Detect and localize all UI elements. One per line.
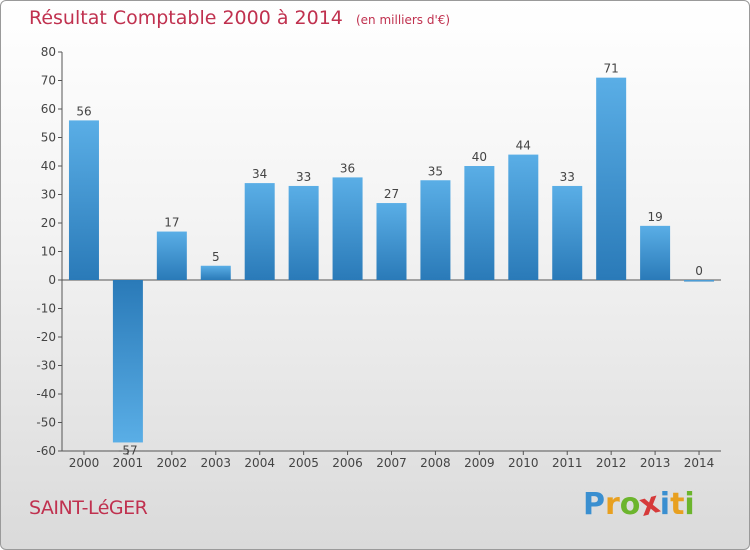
y-tick-label: -20	[36, 330, 56, 344]
bar-labels: 56 -57 17 5 34 33 36 27 35 40 44 33 71 19 0	[76, 62, 703, 458]
bar-value-label: 0	[695, 264, 703, 278]
x-tick-label: 2006	[332, 456, 363, 470]
bar-2006	[332, 177, 363, 280]
bar-value-label: 17	[164, 216, 179, 230]
logo-letter: i	[659, 487, 671, 522]
chart-subtitle: (en milliers d'€)	[355, 13, 451, 27]
x-tick-label: 2004	[244, 456, 275, 470]
bar-2004	[244, 183, 275, 280]
y-tick-label: -30	[36, 359, 56, 373]
x-tick-label: 2010	[508, 456, 539, 470]
bar-2008	[420, 180, 451, 280]
x-tick-label: 2008	[420, 456, 451, 470]
x-tick-label: 2007	[376, 456, 407, 470]
bar-value-label: 44	[516, 139, 531, 153]
logo-letter: r	[605, 487, 620, 522]
bar-value-label: 27	[384, 187, 399, 201]
bar-value-label: 34	[252, 167, 267, 181]
bar-value-label: 5	[212, 250, 220, 264]
y-tick-label: -60	[36, 444, 56, 458]
bars	[68, 77, 715, 443]
bar-2014	[684, 280, 715, 282]
y-tick-label: 20	[41, 216, 56, 230]
bar-value-label: 33	[560, 170, 575, 184]
y-tick-label: 0	[48, 273, 56, 287]
bar-2001	[112, 280, 143, 443]
y-tick-label: 10	[41, 245, 56, 259]
x-tick-label: 2002	[157, 456, 188, 470]
x-tick-label: 2001	[113, 456, 144, 470]
proxiti-logo[interactable]: Proxiti	[583, 485, 695, 524]
bar-2011	[552, 185, 583, 280]
y-tick-label: 70	[41, 74, 56, 88]
x-tick-label: 2000	[69, 456, 100, 470]
logo-letter: o	[619, 487, 641, 522]
y-tick-label: 80	[41, 45, 56, 59]
bar-value-label: 19	[647, 210, 662, 224]
bar-2007	[376, 203, 407, 280]
x-tick-label: 2014	[684, 456, 715, 470]
x-tick-label: 2011	[552, 456, 583, 470]
x-tick-label: 2005	[288, 456, 319, 470]
bar-2000	[68, 120, 99, 281]
bar-value-label: 33	[296, 170, 311, 184]
x-tick-label: 2012	[596, 456, 627, 470]
y-tick-label: 60	[41, 102, 56, 116]
bar-value-label: 56	[76, 104, 91, 118]
bar-2013	[640, 225, 671, 280]
x-tick-label: 2003	[200, 456, 231, 470]
bar-2003	[200, 265, 231, 280]
bar-2002	[156, 231, 187, 280]
bar-2012	[596, 77, 627, 281]
bar-value-label: 36	[340, 161, 355, 175]
y-tick-label: -50	[36, 416, 56, 430]
logo-letter: t	[670, 487, 685, 522]
y-tick-label: -40	[36, 387, 56, 401]
chart-title: Résultat Comptable 2000 à 2014	[29, 7, 343, 29]
bar-2005	[288, 185, 319, 280]
commune-name: SAINT-LéGER	[29, 497, 148, 519]
y-tick-label: 40	[41, 159, 56, 173]
bar-value-label: 40	[472, 150, 487, 164]
bar-value-label: 35	[428, 164, 443, 178]
x-tick-label: 2009	[464, 456, 495, 470]
bar-value-label: 71	[604, 62, 619, 76]
y-tick-label: -10	[36, 302, 56, 316]
y-tick-label: 50	[41, 131, 56, 145]
x-tick-label: 2013	[640, 456, 671, 470]
bar-2009	[464, 166, 495, 280]
logo-letter: P	[583, 487, 605, 522]
bar-2010	[508, 154, 539, 280]
logo-letter: i	[684, 487, 695, 522]
title-row: Résultat Comptable 2000 à 2014 (en milli…	[29, 7, 450, 29]
bar-value-label: -57	[118, 443, 138, 457]
y-tick-label: 30	[41, 188, 56, 202]
